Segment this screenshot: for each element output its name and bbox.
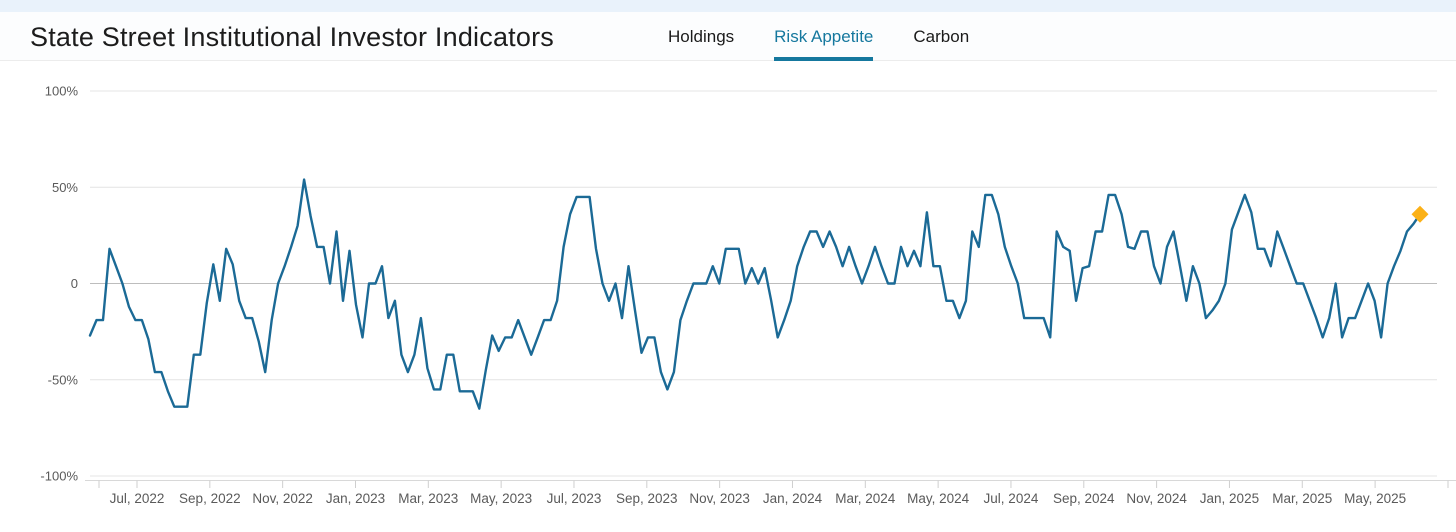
x-axis-label: Mar, 2025	[1272, 491, 1332, 506]
x-axis-label: Mar, 2024	[835, 491, 896, 506]
y-axis-label: -100%	[40, 469, 78, 484]
y-axis-label: 50%	[52, 180, 78, 195]
x-axis-label: Sep, 2022	[179, 491, 241, 506]
x-axis-label: Sep, 2023	[616, 491, 678, 506]
x-axis-label: Jan, 2023	[326, 491, 385, 506]
tab-holdings[interactable]: Holdings	[668, 26, 735, 46]
y-axis-label: -50%	[48, 372, 79, 387]
page-title: State Street Institutional Investor Indi…	[30, 22, 554, 52]
x-axis-label: Jul, 2022	[110, 491, 165, 506]
x-axis-label: Jan, 2024	[763, 491, 823, 506]
y-axis-label: 0	[71, 276, 78, 291]
risk-series-line	[88, 178, 1422, 410]
x-axis-label: Jul, 2024	[984, 491, 1039, 506]
tab-carbon[interactable]: Carbon	[913, 26, 970, 46]
latest-point-marker	[1411, 205, 1429, 223]
tab-risk-appetite[interactable]: Risk Appetite	[774, 12, 874, 61]
app-header: State Street Institutional Investor Indi…	[0, 12, 1456, 61]
y-axis-label: 100%	[45, 84, 79, 99]
x-axis-label: Nov, 2022	[252, 491, 313, 506]
x-axis-label: May, 2023	[470, 491, 532, 506]
x-axis-label: Nov, 2024	[1126, 491, 1187, 506]
x-axis-label: Jan, 2025	[1200, 491, 1259, 506]
x-axis-label: Mar, 2023	[398, 491, 458, 506]
x-axis-label: May, 2025	[1344, 491, 1406, 506]
x-axis-label: Nov, 2023	[689, 491, 750, 506]
top-accent-bar	[0, 0, 1456, 12]
x-axis-label: Jul, 2023	[547, 491, 602, 506]
x-axis-label: May, 2024	[907, 491, 970, 506]
x-axis-label: Sep, 2024	[1053, 491, 1115, 506]
tab-bar: Holdings Risk Appetite Carbon	[668, 12, 969, 61]
